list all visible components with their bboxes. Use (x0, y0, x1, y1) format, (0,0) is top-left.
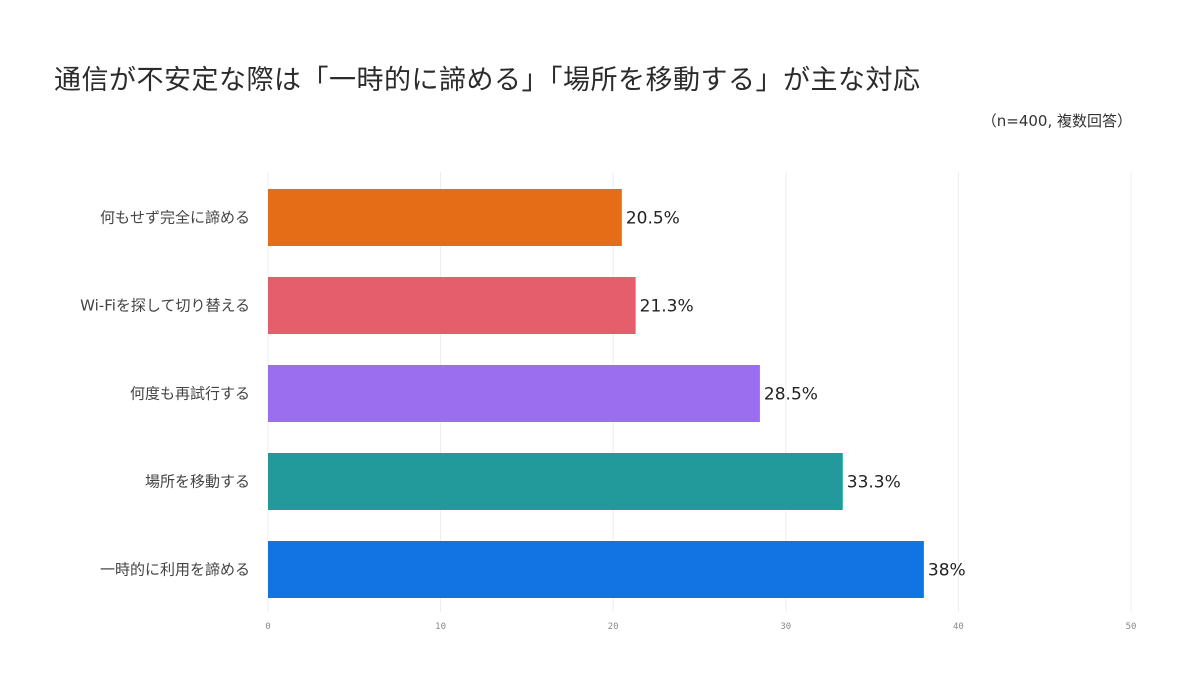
value-label: 28.5% (764, 385, 818, 405)
value-labels: 20.5% 21.3% 28.5% 33.3% 38% (626, 209, 966, 581)
category-label: 場所を移動する (145, 473, 250, 491)
category-labels: 何もせず完全に諦める Wi-Fiを探して切り替える何度も再試行する場所を移動する一… (80, 209, 250, 579)
value-label: 38% (928, 561, 966, 581)
category-label: Wi-Fiを探して切り替える (80, 297, 250, 315)
category-label: 一時的に利用を諦める (100, 561, 250, 579)
x-tick-label: 10 (435, 622, 446, 632)
chart-subtitle: （n=400, 複数回答） (981, 112, 1132, 130)
x-tick-label: 20 (608, 622, 619, 632)
x-tick-label: 0 (265, 622, 270, 632)
bars (268, 189, 924, 598)
value-label: 20.5% (626, 209, 680, 229)
value-label: 33.3% (847, 473, 901, 493)
chart-title: 通信が不安定な際は「一時的に諦める」「場所を移動する」が主な対応 (54, 65, 921, 96)
bar (268, 453, 843, 510)
bar (268, 277, 636, 334)
category-label: 何度も再試行する (130, 385, 250, 403)
x-tick-label: 40 (953, 622, 964, 632)
x-axis-ticks: 0 10 20 30 40 50 (265, 622, 1136, 632)
x-tick-label: 30 (780, 622, 791, 632)
bar (268, 189, 622, 246)
category-label: 何もせず完全に諦める (100, 209, 250, 227)
x-tick-label: 50 (1126, 622, 1137, 632)
value-label: 21.3% (640, 297, 694, 317)
bar (268, 365, 760, 422)
bar (268, 541, 924, 598)
